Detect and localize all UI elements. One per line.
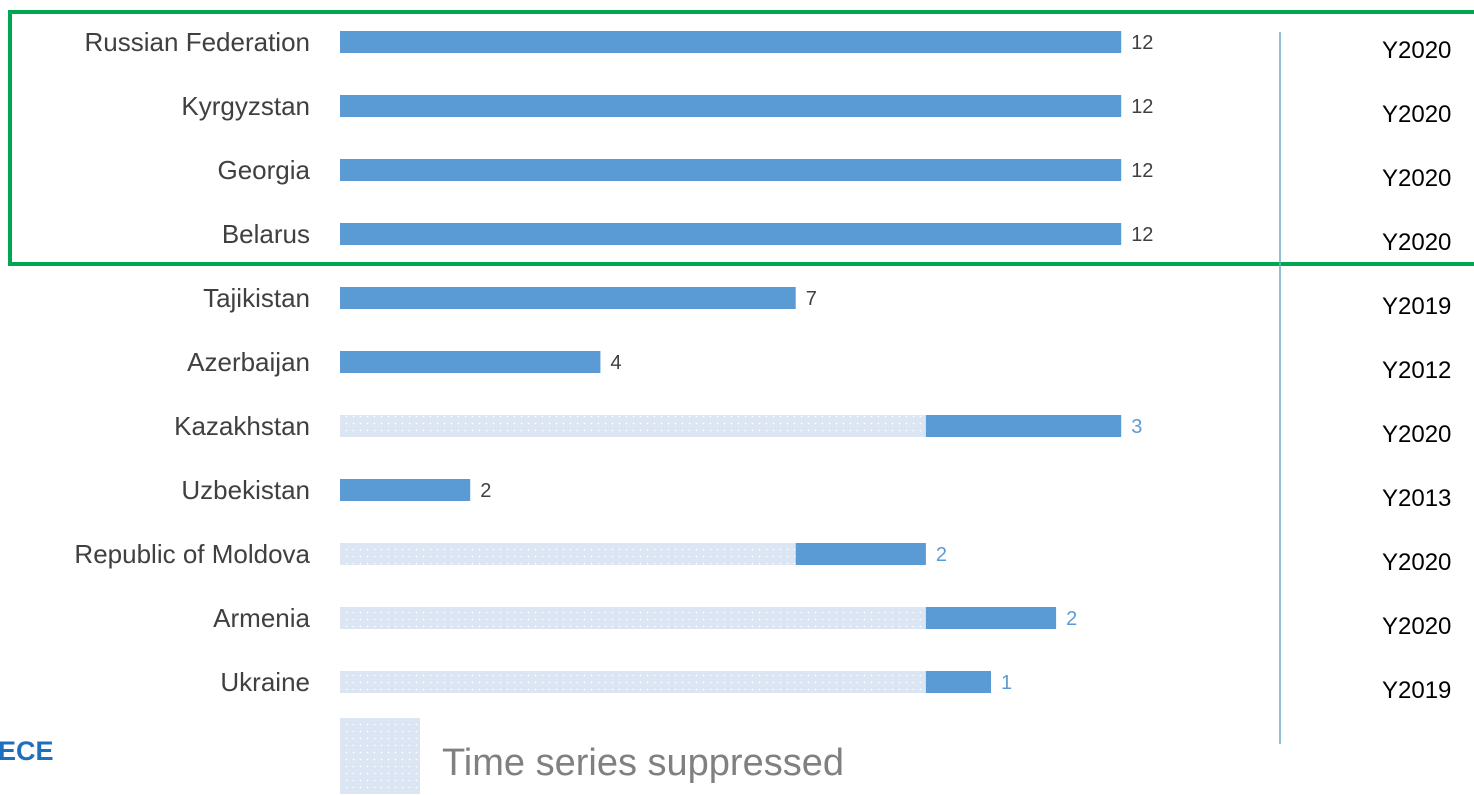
bar [340,223,1122,245]
year-label: Y2019 [1382,677,1451,704]
category-label: Russian Federation [85,27,310,57]
category-label: Azerbaijan [187,347,310,377]
bar [795,543,926,565]
year-label: Y2020 [1382,37,1451,64]
year-label: Y2020 [1382,101,1451,128]
year-label: Y2020 [1382,165,1451,192]
suppressed-bar [340,671,926,693]
year-label: Y2020 [1382,229,1451,256]
year-label: Y2020 [1382,613,1451,640]
category-label: Georgia [218,155,311,185]
bar [340,95,1122,117]
category-label: Tajikistan [203,283,310,313]
value-label: 2 [1066,608,1077,630]
year-label: Y2012 [1382,357,1451,384]
bar [340,31,1122,53]
value-label: 2 [480,480,491,502]
category-label: Armenia [213,603,310,633]
value-label: 1 [1001,672,1012,694]
logo: ECE [0,736,54,766]
value-label: 12 [1131,224,1153,246]
bar [925,671,991,693]
year-label: Y2020 [1382,421,1451,448]
category-label: Uzbekistan [181,475,310,505]
logo-text: ECE [0,736,54,766]
bar [340,351,601,373]
category-label: Kazakhstan [174,411,310,441]
category-label: Republic of Moldova [74,539,310,569]
bar [925,415,1122,437]
highlight-box [8,10,1474,266]
year-label: Y2013 [1382,485,1451,512]
bar [340,479,471,501]
bar [925,607,1057,629]
value-label: 12 [1131,96,1153,118]
value-label: 12 [1131,32,1153,54]
value-label: 3 [1131,416,1142,438]
year-label: Y2020 [1382,549,1451,576]
bar [340,159,1122,181]
year-label: Y2019 [1382,293,1451,320]
value-label: 12 [1131,160,1153,182]
suppressed-bar [340,543,796,565]
legend-label: Time series suppressed [442,742,844,784]
category-label: Belarus [222,219,310,249]
category-label: Kyrgyzstan [181,91,310,121]
value-label: 2 [936,544,947,566]
suppressed-bar [340,607,926,629]
legend: Time series suppressed [340,718,844,794]
bar [340,287,796,309]
value-label: 4 [610,352,621,374]
category-label: Ukraine [220,667,310,697]
legend-swatch [340,718,420,794]
value-label: 7 [806,288,817,310]
suppressed-bar [340,415,926,437]
